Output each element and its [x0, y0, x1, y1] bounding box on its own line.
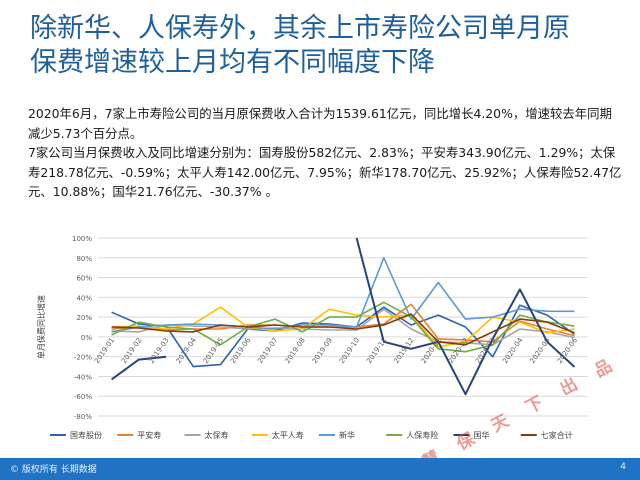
- legend-label: 七家合计: [541, 430, 573, 440]
- growth-rate-chart: 100% 80% 60% 40% 20% 0% -20% -40% -60% -80% 单月保费同比…: [30, 228, 610, 450]
- summary-paragraph-1: 2020年6月，7家上市寿险公司的当月原保费收入合计为1539.61亿元，同比增…: [28, 106, 612, 141]
- legend-label: 太平人寿: [272, 430, 304, 440]
- legend-label: 新华: [339, 430, 355, 440]
- series-line: [111, 237, 576, 396]
- x-tick-label: 2020-05: [529, 336, 552, 365]
- x-tick-label: 2019-03: [147, 336, 170, 365]
- legend-label: 人保寿险: [406, 430, 438, 440]
- series-line: [111, 257, 575, 333]
- summary-paragraph-2: 7家公司当月保费收入及同比增速分别为：国寿股份582亿元、2.83%；平安寿34…: [28, 145, 622, 199]
- x-tick-label: 2019-09: [311, 336, 334, 365]
- legend-label: 太保寿: [205, 430, 229, 440]
- x-tick-label: 2019-07: [256, 336, 279, 365]
- x-tick-label: 2019-08: [284, 336, 307, 365]
- y-tick-label: 60%: [76, 275, 92, 283]
- series-line: [111, 303, 575, 343]
- y-tick-label: 40%: [76, 294, 92, 302]
- chart-svg: 100% 80% 60% 40% 20% 0% -20% -40% -60% -80% 单月保费同比…: [36, 235, 588, 440]
- page-number: 4: [620, 462, 626, 472]
- x-tick-label: 2019-12: [392, 336, 415, 365]
- y-tick-label: 80%: [76, 255, 92, 263]
- x-tick-label: 2019-10: [338, 336, 361, 365]
- footer-bar: © 版权所有 长期数据 4: [0, 458, 640, 480]
- y-axis-title: 单月保费同比增速: [36, 295, 46, 359]
- x-tick-label: 2019-06: [229, 336, 253, 365]
- legend-label: 国华: [474, 430, 490, 440]
- y-tick-label: -80%: [74, 413, 92, 421]
- x-tick-label: 2019-01: [93, 336, 116, 365]
- footer-copyright: © 版权所有 长期数据: [10, 465, 97, 475]
- x-tick-label: 2019-04: [175, 336, 199, 365]
- y-tick-label: 0%: [81, 334, 92, 342]
- series-line: [111, 301, 575, 353]
- y-tick-label: -60%: [74, 393, 92, 401]
- x-tick-label: 2020-04: [501, 336, 525, 365]
- summary-text: 2020年6月，7家上市寿险公司的当月原保费收入合计为1539.61亿元，同比增…: [28, 104, 623, 202]
- y-tick-label: 100%: [72, 235, 92, 243]
- legend-label: 平安寿: [137, 430, 161, 440]
- slide-title-line-2: 保费增速较上月均有不同幅度下降: [30, 47, 435, 78]
- series-line: [111, 308, 575, 346]
- y-tick-label: -20%: [74, 354, 92, 362]
- x-tick-label: 2019-11: [365, 336, 388, 365]
- y-tick-label: -40%: [74, 373, 92, 381]
- y-tick-label: 20%: [76, 314, 92, 322]
- slide-title-line-1: 除新华、人保寿外，其余上市寿险公司单月原: [30, 13, 570, 44]
- slide-title: 除新华、人保寿外，其余上市寿险公司单月原 保费增速较上月均有不同幅度下降: [30, 12, 620, 80]
- x-tick-label: 2019-02: [120, 336, 143, 365]
- legend-label: 国寿股份: [70, 430, 102, 440]
- series-line: [111, 313, 575, 346]
